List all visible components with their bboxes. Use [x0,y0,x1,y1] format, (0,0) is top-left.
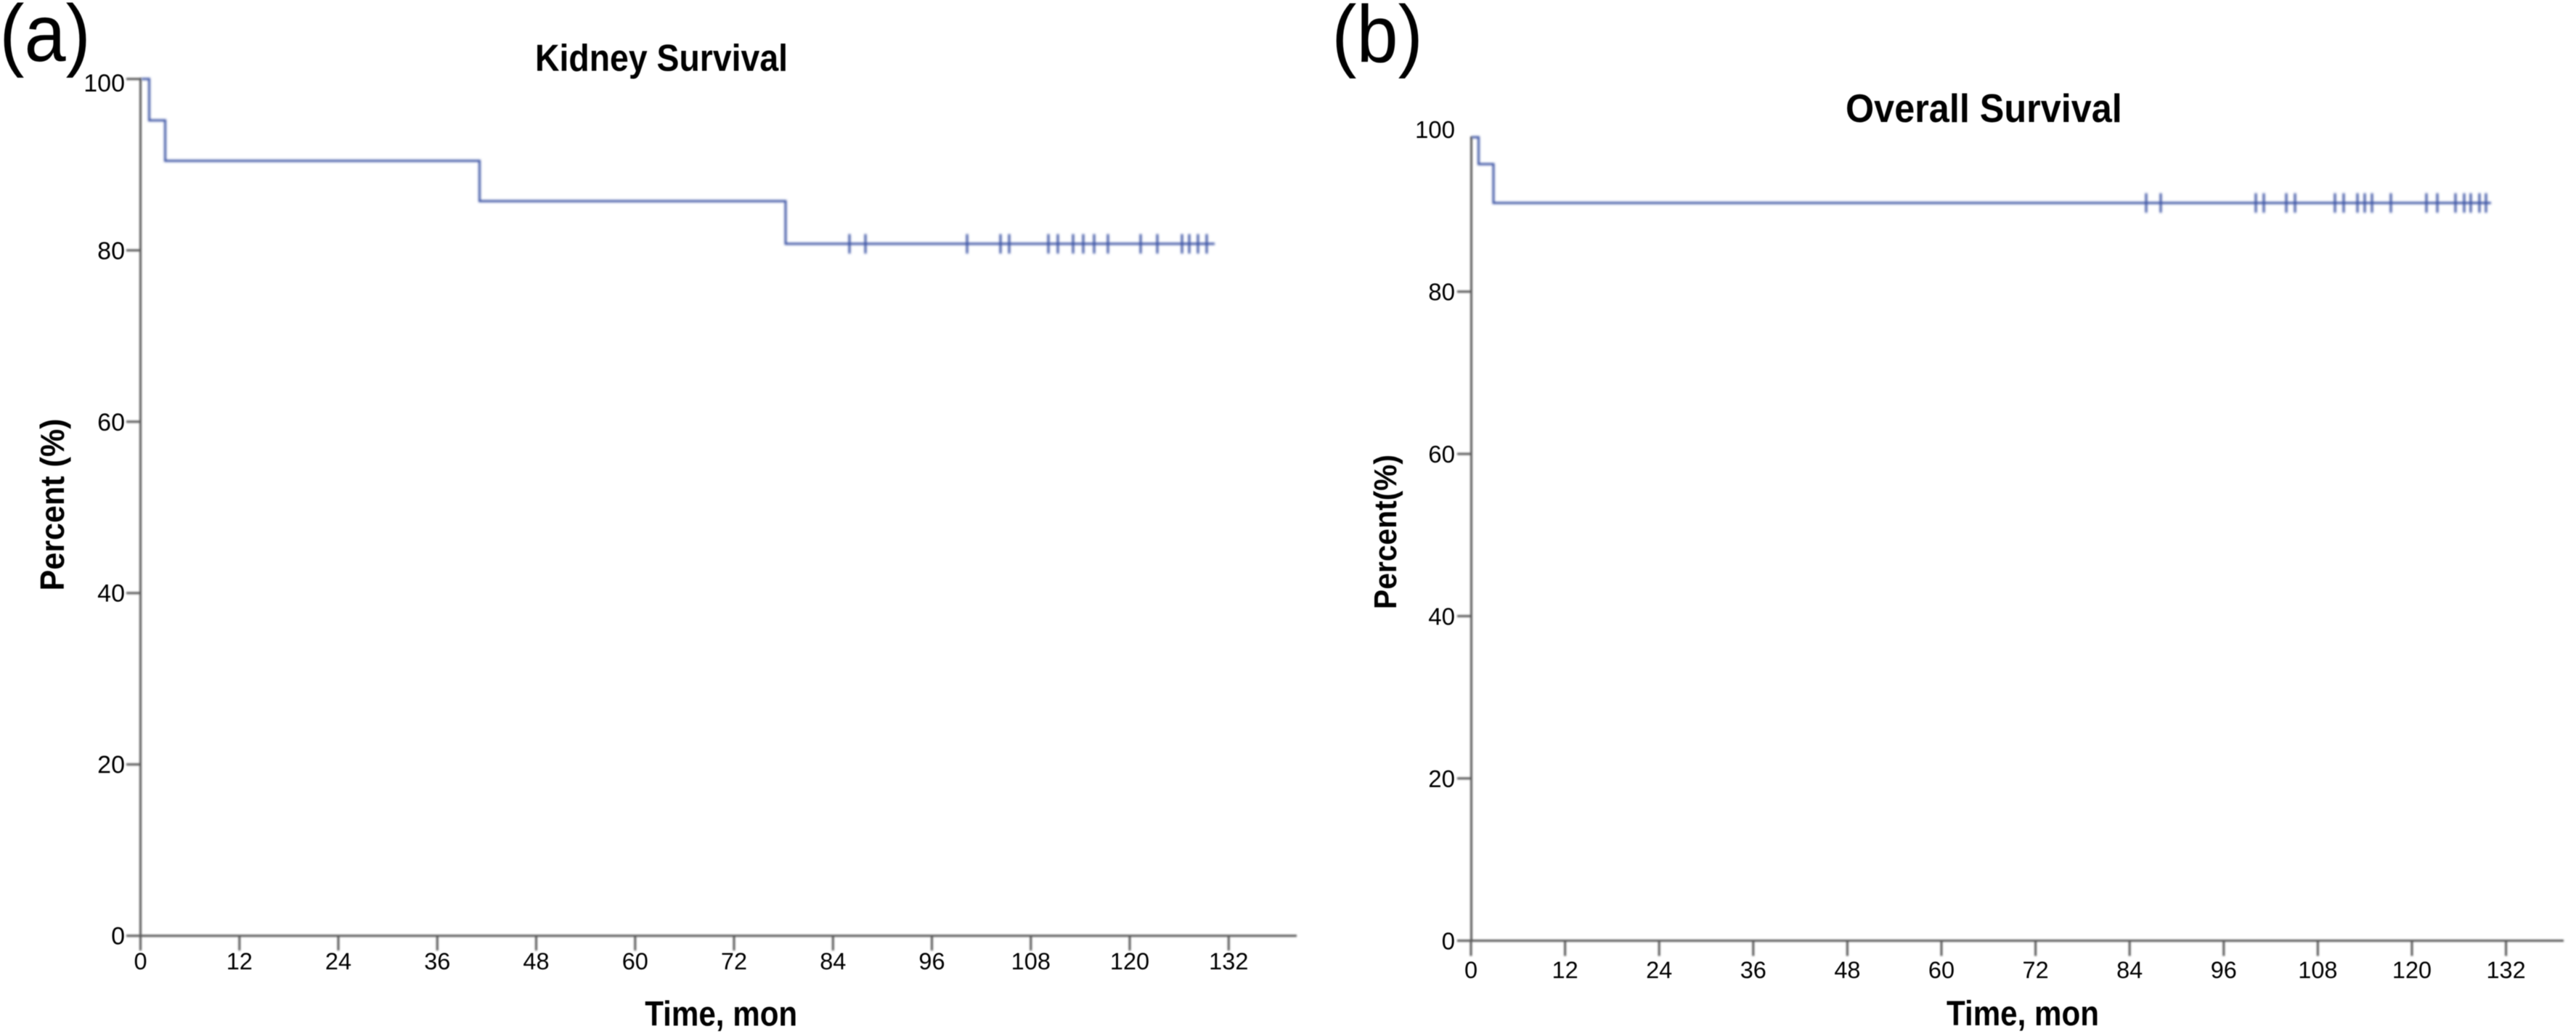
svg-text:(a): (a) [0,0,91,78]
svg-text:60: 60 [622,948,648,974]
svg-text:48: 48 [523,948,549,974]
svg-text:100: 100 [83,70,125,97]
svg-text:20: 20 [1428,765,1455,792]
svg-text:Kidney Survival: Kidney Survival [535,37,788,79]
svg-text:(b): (b) [1332,0,1423,79]
svg-text:Time, mon: Time, mon [645,995,797,1034]
svg-text:0: 0 [134,948,147,974]
svg-text:0: 0 [111,923,125,950]
svg-text:Overall Survival: Overall Survival [1846,86,2122,131]
svg-text:48: 48 [1834,957,1860,983]
svg-text:96: 96 [2211,957,2237,983]
svg-text:96: 96 [918,948,945,974]
svg-text:60: 60 [1928,957,1955,983]
svg-text:12: 12 [227,948,253,974]
svg-text:60: 60 [97,409,125,436]
svg-text:40: 40 [97,580,125,608]
svg-text:20: 20 [97,752,125,779]
svg-text:0: 0 [1464,957,1477,983]
svg-text:80: 80 [97,237,125,265]
svg-text:132: 132 [2486,957,2525,983]
svg-text:120: 120 [1110,948,1149,974]
svg-text:108: 108 [2298,957,2337,983]
svg-text:Percent(%): Percent(%) [1368,455,1403,609]
svg-text:12: 12 [1552,957,1578,983]
svg-text:80: 80 [1428,279,1455,306]
svg-text:132: 132 [1209,948,1248,974]
svg-text:Percent (%): Percent (%) [33,419,71,591]
svg-text:84: 84 [820,948,846,974]
svg-text:36: 36 [424,948,450,974]
svg-text:36: 36 [1740,957,1766,983]
svg-text:40: 40 [1428,603,1455,630]
svg-text:108: 108 [1011,948,1051,974]
svg-text:100: 100 [1415,116,1455,143]
svg-text:24: 24 [325,948,351,974]
svg-text:120: 120 [2392,957,2432,983]
svg-text:Time, mon: Time, mon [1947,994,2099,1033]
svg-text:72: 72 [721,948,747,974]
svg-text:60: 60 [1428,441,1455,468]
svg-text:72: 72 [2023,957,2049,983]
svg-text:24: 24 [1646,957,1672,983]
svg-text:0: 0 [1442,928,1455,955]
svg-text:84: 84 [2116,957,2143,983]
